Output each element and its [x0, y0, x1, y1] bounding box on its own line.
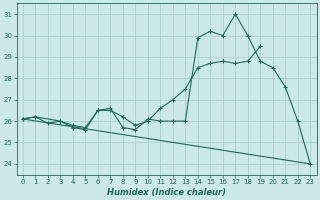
- X-axis label: Humidex (Indice chaleur): Humidex (Indice chaleur): [107, 188, 226, 197]
